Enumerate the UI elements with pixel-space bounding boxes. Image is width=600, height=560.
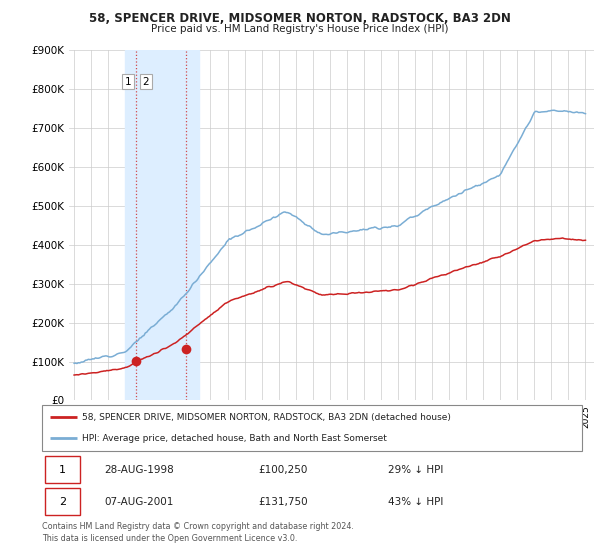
Bar [125,50,199,400]
Bar [45,456,80,483]
Text: Contains HM Land Registry data © Crown copyright and database right 2024.
This d: Contains HM Land Registry data © Crown c… [42,522,354,543]
Text: Price paid vs. HM Land Registry's House Price Index (HPI): Price paid vs. HM Land Registry's House … [151,24,449,34]
Text: £131,750: £131,750 [258,497,308,507]
Text: 58, SPENCER DRIVE, MIDSOMER NORTON, RADSTOCK, BA3 2DN: 58, SPENCER DRIVE, MIDSOMER NORTON, RADS… [89,12,511,25]
Text: 28-AUG-1998: 28-AUG-1998 [104,465,174,475]
Text: £100,250: £100,250 [258,465,307,475]
Text: 2: 2 [59,497,66,507]
Text: 1: 1 [59,465,66,475]
Text: 58, SPENCER DRIVE, MIDSOMER NORTON, RADSTOCK, BA3 2DN (detached house): 58, SPENCER DRIVE, MIDSOMER NORTON, RADS… [83,413,451,422]
Text: 43% ↓ HPI: 43% ↓ HPI [388,497,443,507]
Text: 29% ↓ HPI: 29% ↓ HPI [388,465,443,475]
Text: 1: 1 [124,77,131,86]
Text: 07-AUG-2001: 07-AUG-2001 [104,497,173,507]
Text: HPI: Average price, detached house, Bath and North East Somerset: HPI: Average price, detached house, Bath… [83,434,388,443]
Bar [45,488,80,515]
Text: 2: 2 [142,77,149,86]
